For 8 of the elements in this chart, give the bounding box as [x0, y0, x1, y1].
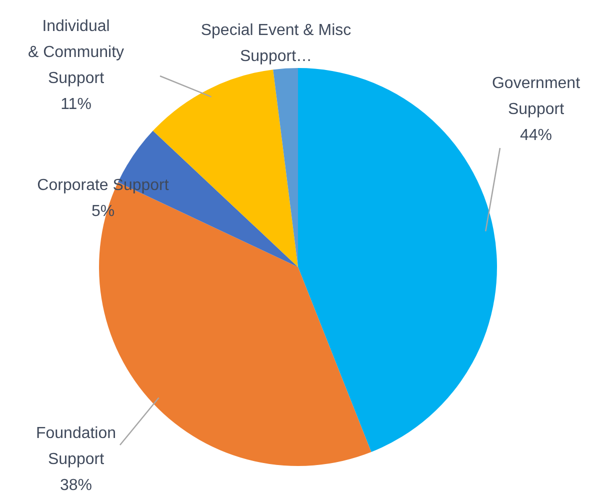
- pie-slice: [273, 68, 298, 267]
- data-label: 38%: [60, 477, 92, 491]
- data-label: 44%: [520, 127, 552, 144]
- slice-label: Individual & Community Support: [28, 18, 124, 87]
- slice-label: Special Event & Misc Support…: [200, 22, 352, 65]
- data-label: 11%: [60, 96, 92, 113]
- slice-label: Foundation Support: [36, 425, 116, 468]
- slice-label: Government Support: [492, 75, 581, 118]
